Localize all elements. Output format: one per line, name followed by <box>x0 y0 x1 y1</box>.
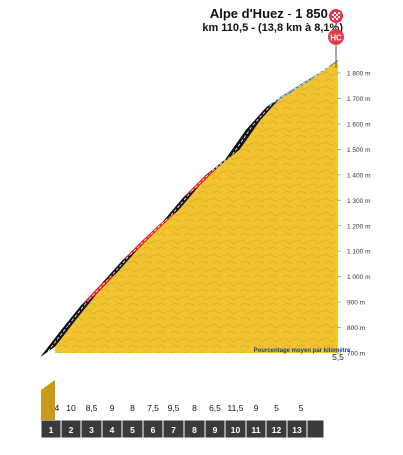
gradient-label: 8 <box>130 403 135 413</box>
gradient-label: 5 <box>299 403 304 413</box>
road-centre-line <box>273 89 295 103</box>
km-number: 7 <box>171 425 176 435</box>
km-number: 8 <box>192 425 197 435</box>
km-number: 12 <box>272 425 282 435</box>
gradient-label: 9,5 <box>168 403 180 413</box>
km-segment-14 <box>306 419 325 439</box>
gradient-label: 5,5 <box>332 352 344 362</box>
y-tick-label: 1 600 m <box>347 121 371 128</box>
y-tick-label: 1 200 m <box>347 223 371 230</box>
climb-title: Alpe d'Huez - 1 850 m km 110,5 - (13,8 k… <box>202 6 343 34</box>
y-tick-label: 1 000 m <box>347 274 371 281</box>
km-base: 110,421038,5495867,579,58896,51011,51191… <box>40 352 344 439</box>
gradient-label: 10 <box>66 403 76 413</box>
finish-marker: HC <box>328 9 344 68</box>
legend-note: Pourcentage moyen par kilomètre <box>254 348 351 354</box>
road-centre-line <box>47 324 69 352</box>
gradient-label: 7,5 <box>147 403 159 413</box>
y-tick-label: 700 m <box>347 351 365 358</box>
gradient-label: 8 <box>192 403 197 413</box>
y-tick-label: 1 400 m <box>347 172 371 179</box>
km-number: 4 <box>110 425 115 435</box>
checkered-flag-icon <box>329 9 343 23</box>
y-tick-label: 1 100 m <box>347 249 371 256</box>
km-number: 2 <box>69 425 74 435</box>
hc-category-badge: HC <box>328 29 344 45</box>
road-centre-line <box>109 254 131 279</box>
gradient-label: 11,5 <box>228 403 244 413</box>
y-tick-label: 1 300 m <box>347 198 371 205</box>
gradient-label: 9 <box>110 403 115 413</box>
gradient-label: 8,5 <box>86 403 98 413</box>
y-tick-label: 1 500 m <box>347 147 371 154</box>
km-number: 6 <box>151 425 156 435</box>
road-centre-line <box>314 64 332 78</box>
km-number: 11 <box>252 425 261 435</box>
road-centre-line <box>170 191 192 216</box>
km-number: 13 <box>292 425 302 435</box>
km-number: 5 <box>130 425 135 435</box>
base-left-side <box>41 380 55 420</box>
road-centre-line <box>293 76 315 90</box>
gradient-label: 9 <box>254 403 259 413</box>
y-tick-label: 800 m <box>347 325 365 332</box>
km-block-top <box>307 353 324 374</box>
road-centre-line <box>232 124 254 155</box>
km-number: 10 <box>231 425 241 435</box>
climb-name: Alpe d'Huez <box>209 6 284 21</box>
gradient-label: 5 <box>274 403 279 413</box>
y-tick-label: 1 800 m <box>347 71 371 78</box>
terrain-front-face <box>55 60 338 353</box>
km-number: 3 <box>89 425 94 435</box>
km-number: 9 <box>213 425 218 435</box>
gradient-label: 6,5 <box>209 403 221 413</box>
road-centre-line <box>68 299 90 326</box>
road-centre-line <box>211 154 233 172</box>
km-number: 1 <box>49 425 54 435</box>
road-line <box>40 60 339 357</box>
gradient-legend-note: Pourcentage moyen par kilomètre <box>254 348 351 354</box>
road-centre-line <box>252 101 274 126</box>
climb-distance: km 110,5 - (13,8 km à 8,1%) <box>202 22 343 34</box>
altitude-axis: 700 m 800 m 900 m 1 000 m 1 100 m 1 200 m 1 30… <box>337 71 371 358</box>
y-tick-label: 1 700 m <box>347 96 371 103</box>
y-tick-label: 900 m <box>347 300 365 307</box>
hc-badge-label: HC <box>330 34 342 43</box>
terrain-area <box>41 59 339 357</box>
